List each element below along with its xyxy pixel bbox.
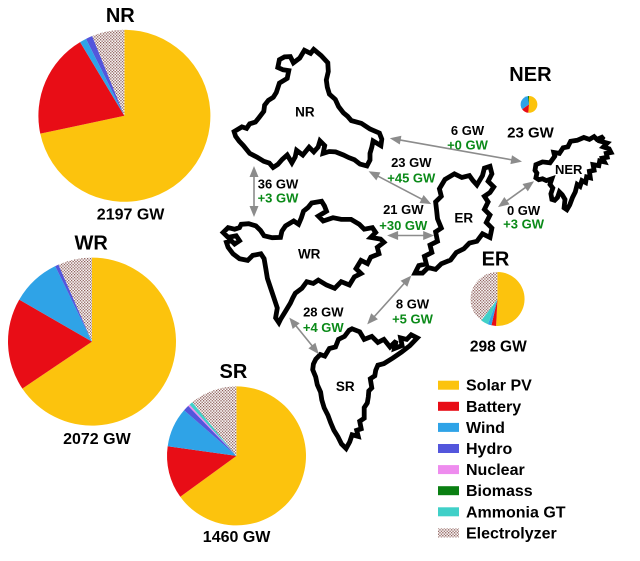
- svg-text:Nuclear: Nuclear: [466, 462, 525, 479]
- svg-text:+3 GW: +3 GW: [258, 190, 300, 205]
- svg-text:NR: NR: [295, 104, 315, 119]
- svg-text:Battery: Battery: [466, 399, 521, 416]
- svg-text:Electrolyzer: Electrolyzer: [466, 525, 557, 542]
- svg-text:WR: WR: [75, 233, 109, 255]
- svg-text:Solar PV: Solar PV: [466, 378, 532, 395]
- svg-text:Ammonia GT: Ammonia GT: [466, 504, 566, 521]
- svg-text:+4 GW: +4 GW: [303, 320, 345, 335]
- svg-text:Wind: Wind: [466, 420, 505, 437]
- svg-text:SR: SR: [336, 379, 355, 394]
- svg-text:21 GW: 21 GW: [383, 202, 424, 217]
- svg-text:ER: ER: [482, 249, 510, 271]
- svg-text:Hydro: Hydro: [466, 441, 512, 458]
- svg-text:8 GW: 8 GW: [396, 296, 430, 311]
- svg-text:0 GW: 0 GW: [507, 203, 541, 218]
- svg-text:1460 GW: 1460 GW: [203, 529, 271, 546]
- svg-text:36 GW: 36 GW: [258, 177, 299, 192]
- svg-text:2197 GW: 2197 GW: [97, 207, 165, 224]
- svg-text:+3 GW: +3 GW: [503, 217, 545, 232]
- svg-text:298 GW: 298 GW: [470, 339, 527, 356]
- svg-text:NR: NR: [106, 5, 135, 27]
- svg-text:6 GW: 6 GW: [451, 123, 485, 138]
- svg-text:NER: NER: [509, 64, 552, 86]
- svg-text:+5 GW: +5 GW: [392, 311, 434, 326]
- svg-text:NER: NER: [555, 162, 583, 177]
- svg-text:+30 GW: +30 GW: [379, 218, 428, 233]
- svg-text:+45 GW: +45 GW: [387, 171, 436, 186]
- svg-text:23 GW: 23 GW: [391, 155, 432, 170]
- svg-text:WR: WR: [298, 247, 321, 262]
- svg-text:Biomass: Biomass: [466, 483, 533, 500]
- svg-text:ER: ER: [454, 211, 473, 226]
- svg-text:+0 GW: +0 GW: [447, 138, 489, 153]
- svg-text:23 GW: 23 GW: [507, 125, 555, 142]
- svg-text:28 GW: 28 GW: [303, 305, 344, 320]
- svg-text:SR: SR: [220, 361, 248, 383]
- svg-text:2072 GW: 2072 GW: [63, 431, 131, 448]
